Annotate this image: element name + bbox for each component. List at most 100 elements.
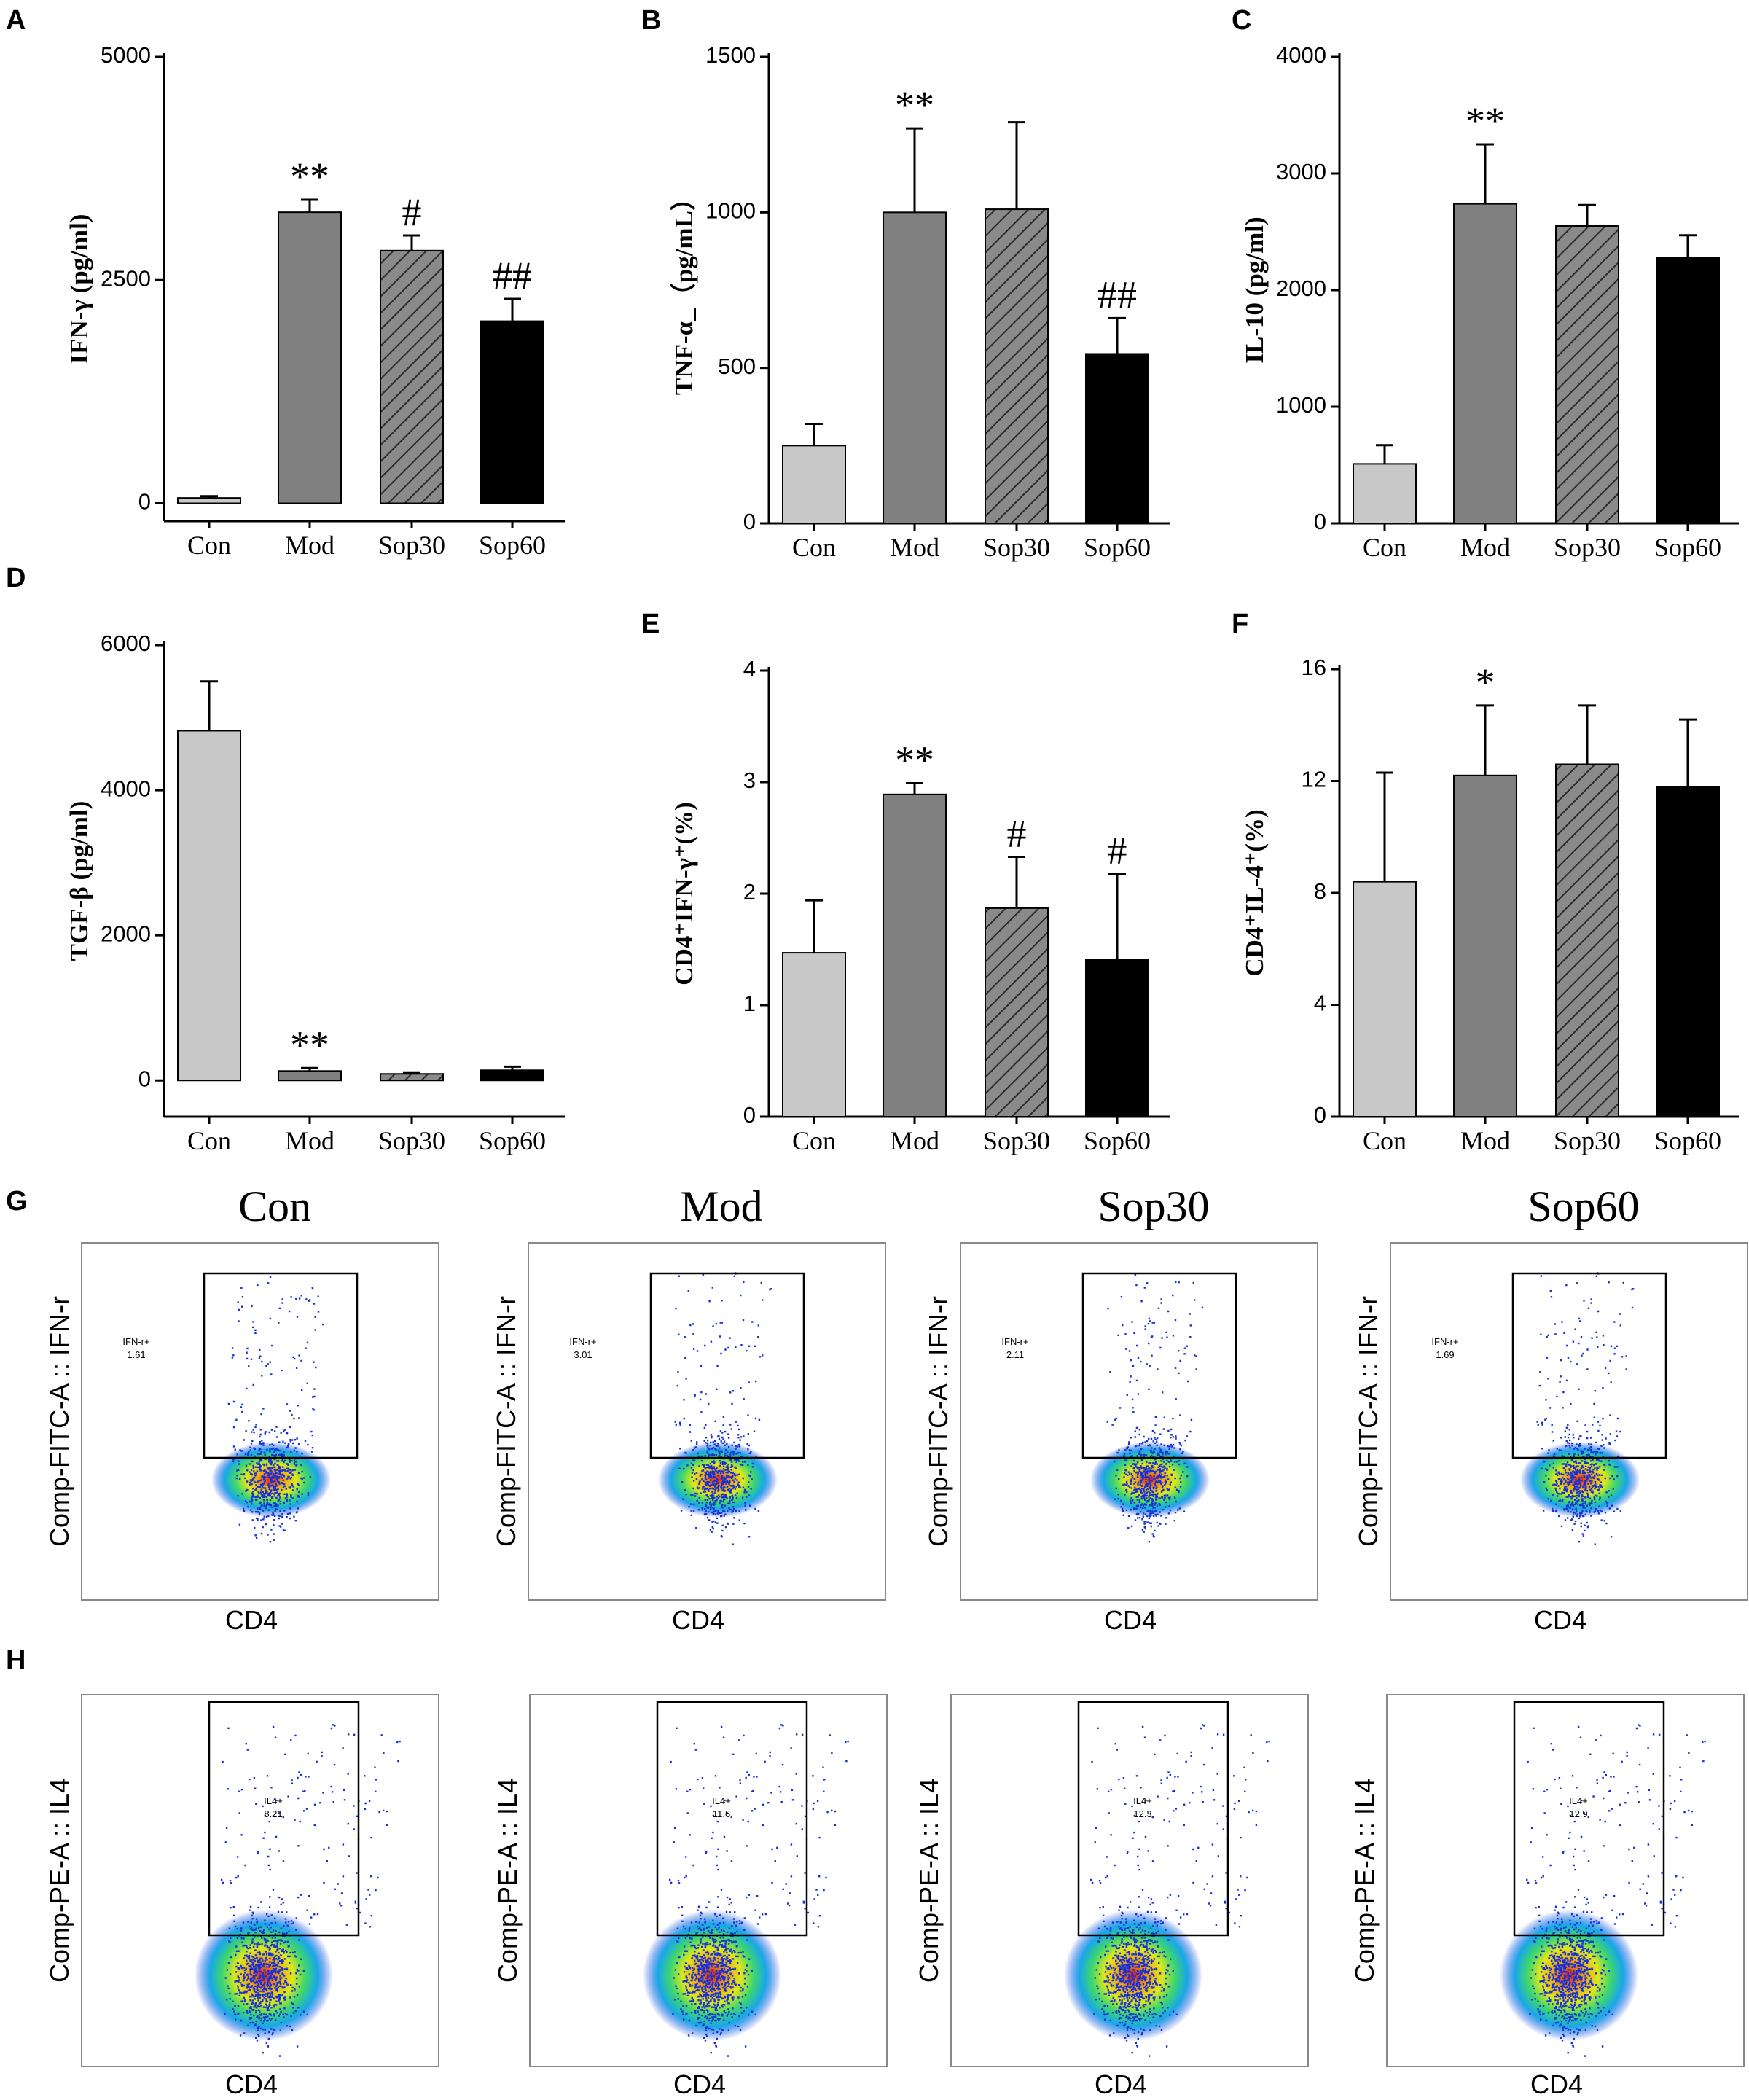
y-tick-label: 6000 — [101, 631, 151, 656]
panel-letter-g: G — [6, 1186, 28, 1217]
bar-sop30 — [985, 208, 1049, 524]
flow-y-axis-label: Comp-FITC-A :: IFN-r — [1353, 1296, 1383, 1547]
chart-il-10: 0 1000 2000 3000 4000 IL-10 (pg/ml) Con Mod ** So… — [1240, 42, 1739, 562]
y-tick-label: 1000 — [705, 198, 756, 224]
x-tick-label: Mod — [285, 531, 334, 560]
flow-y-axis-label: Comp-PE-A :: IL4 — [914, 1779, 944, 1983]
gate-rectangle — [1513, 1701, 1665, 1937]
y-tick-label: 1500 — [705, 42, 756, 68]
gate-label: IFN-r+ — [569, 1336, 596, 1347]
flow-x-axis-label: CD4 — [225, 2069, 278, 2099]
gate-rectangle — [656, 1701, 808, 1937]
y-tick-label: 1 — [743, 991, 756, 1016]
flow-y-axis-label: Comp-PE-A :: IL4 — [1350, 1779, 1380, 1983]
x-tick-label: Con — [792, 533, 836, 562]
x-tick-label: Sop30 — [378, 1126, 445, 1155]
bar-sop60 — [1656, 786, 1720, 1118]
gate-label: IL4+ — [712, 1795, 731, 1806]
flow-title: Sop60 — [1527, 1182, 1639, 1230]
flow-title: Con — [238, 1182, 311, 1230]
panel-letter-e: E — [641, 609, 660, 639]
flow-plot-frame — [81, 1242, 439, 1601]
panel-letter-h: H — [6, 1645, 26, 1676]
y-axis-label: TNF-α_（pg/mL） — [670, 185, 698, 395]
gate-rectangle — [1081, 1272, 1237, 1459]
y-tick-label: 3 — [743, 768, 756, 793]
flow-y-axis-label: Comp-FITC-A :: IFN-r — [923, 1296, 953, 1547]
significance-mark: ** — [290, 1023, 329, 1066]
y-tick-label: 2500 — [101, 265, 151, 291]
y-axis-label: CD4⁺IFN-γ⁺(%) — [670, 802, 698, 985]
significance-mark: ** — [895, 83, 934, 127]
flow-x-axis-label: CD4 — [1095, 2069, 1147, 2099]
bar-mod — [1453, 774, 1517, 1117]
gate-label: IL4+ — [264, 1795, 283, 1806]
y-tick-label: 0 — [138, 1066, 151, 1091]
panel-letter-c: C — [1232, 5, 1251, 36]
x-tick-label: Sop60 — [479, 1126, 546, 1155]
chart-tgf-beta: 0 2000 4000 6000 TGF-β (pg/ml) Con Mod ** Sop30 S… — [65, 631, 565, 1155]
bar-mod — [1453, 203, 1517, 524]
gate-label: IL4+ — [1133, 1795, 1152, 1806]
bar-sop30 — [985, 907, 1049, 1117]
panel-letter-b: B — [641, 5, 661, 36]
x-tick-label: Con — [1363, 1126, 1406, 1155]
flow-plot-frame — [1390, 1242, 1748, 1601]
gate-rectangle — [649, 1272, 805, 1459]
gate-value: 1.61 — [127, 1349, 145, 1360]
flow-x-axis-label: CD4 — [1530, 2069, 1583, 2099]
y-tick-label: 2000 — [101, 921, 151, 946]
chart-tnf-alpha: 0 500 1000 1500 TNF-α_（pg/mL） Con Mod ** Sop30 So… — [670, 42, 1170, 562]
y-tick-label: 0 — [743, 509, 756, 534]
y-tick-label: 2000 — [1276, 276, 1326, 301]
bar-con — [177, 730, 241, 1082]
chart-cd4-il-4: 0 4 8 12 16 CD4⁺IL-4⁺(%) Con Mod * Sop30 Sop60 — [1240, 655, 1739, 1155]
y-tick-label: 0 — [1314, 509, 1326, 534]
x-tick-label: Sop30 — [983, 533, 1050, 562]
y-tick-label: 16 — [1302, 655, 1326, 680]
x-tick-label: Sop60 — [1654, 1126, 1721, 1155]
gate-rectangle — [203, 1272, 359, 1459]
gate-value: 12.3 — [1133, 1808, 1151, 1819]
y-tick-label: 8 — [1314, 878, 1326, 904]
flow-x-axis-label: CD4 — [1104, 1605, 1157, 1635]
gate-value: 11.6 — [713, 1808, 730, 1819]
bar-sop60 — [1656, 257, 1720, 524]
flow-plot-frame — [960, 1242, 1318, 1601]
significance-mark: # — [1108, 828, 1127, 872]
flow-x-axis-label: CD4 — [225, 1605, 278, 1635]
y-tick-label: 4000 — [1276, 42, 1326, 68]
bar-mod — [883, 211, 947, 524]
bar-sop30 — [1555, 225, 1619, 524]
flow-x-axis-label: CD4 — [673, 2069, 726, 2099]
significance-mark: ## — [493, 254, 532, 297]
gate-label: IFN-r+ — [122, 1336, 149, 1347]
bar-con — [782, 952, 846, 1117]
gate-rectangle — [208, 1701, 360, 1937]
y-axis-label: CD4⁺IL-4⁺(%) — [1240, 809, 1269, 976]
panel-letter-a: A — [6, 5, 26, 36]
bar-sop60 — [1085, 959, 1149, 1118]
gate-label: IFN-r+ — [1001, 1336, 1028, 1347]
x-tick-label: Mod — [890, 533, 939, 562]
gate-rectangle — [1077, 1701, 1229, 1937]
flow-plot-frame — [528, 1242, 886, 1601]
panel-letter-d: D — [6, 563, 26, 593]
x-tick-label: Sop30 — [983, 1126, 1050, 1155]
gate-value: 3.01 — [574, 1349, 592, 1360]
flow-x-axis-label: CD4 — [1534, 1605, 1586, 1635]
x-tick-label: Sop60 — [479, 531, 546, 560]
bar-con — [782, 445, 846, 524]
gate-value: 2.11 — [1006, 1349, 1024, 1360]
x-tick-label: Mod — [1460, 533, 1510, 562]
bar-con — [1353, 463, 1417, 525]
significance-mark: ** — [895, 738, 934, 782]
flow-y-axis-label: Comp-PE-A :: IL4 — [44, 1779, 74, 1983]
